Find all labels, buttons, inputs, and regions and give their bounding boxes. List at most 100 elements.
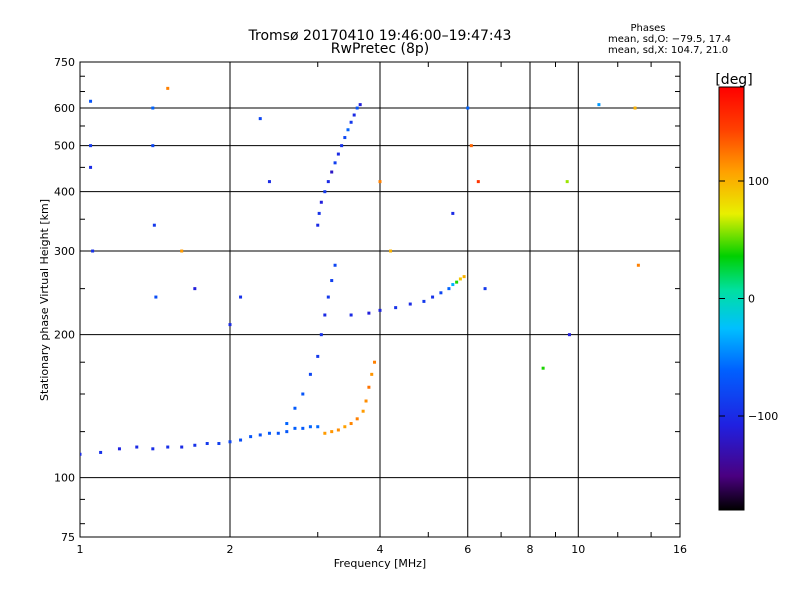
data-point <box>239 295 243 299</box>
data-point <box>151 447 155 451</box>
x-tick-label: 4 <box>377 543 384 556</box>
data-point <box>469 144 473 148</box>
data-point <box>373 360 377 364</box>
data-point <box>258 117 262 121</box>
data-point <box>308 425 312 429</box>
data-point <box>301 426 305 430</box>
y-tick-label: 100 <box>54 472 75 485</box>
data-point <box>319 333 323 337</box>
grid <box>80 62 680 537</box>
data-point <box>276 431 280 435</box>
x-axis-label: Frequency [MHz] <box>334 557 426 570</box>
data-point <box>439 291 443 295</box>
data-point <box>340 144 344 148</box>
data-point <box>91 249 95 253</box>
data-point <box>239 438 243 442</box>
data-point <box>330 430 334 434</box>
data-point <box>326 295 330 299</box>
y-tick-labels: 75 100 200 300 400 500 600 750 <box>54 56 75 544</box>
data-point <box>319 200 323 204</box>
data-point <box>565 180 569 184</box>
data-point <box>361 409 365 413</box>
data-point <box>285 422 289 426</box>
data-point <box>166 445 170 449</box>
data-point <box>389 249 393 253</box>
colorbar-ticks: 100 0 −100 <box>719 175 778 423</box>
colorbar-tick-label: −100 <box>748 410 778 423</box>
colorbar-tick-label: 100 <box>748 175 769 188</box>
data-point <box>317 211 321 215</box>
data-point <box>89 144 93 148</box>
data-point <box>378 180 382 184</box>
data-point <box>355 417 359 421</box>
data-point <box>316 223 320 227</box>
colorbar-label: [deg] <box>715 72 752 88</box>
data-point <box>349 120 353 124</box>
data-point <box>451 211 455 215</box>
data-point <box>89 165 93 169</box>
data-point <box>323 431 327 435</box>
y-tick-label: 750 <box>54 56 75 69</box>
data-point <box>217 442 221 446</box>
data-point <box>293 426 297 430</box>
data-point <box>343 425 347 429</box>
data-point <box>462 275 466 279</box>
data-point <box>408 302 412 306</box>
data-point <box>80 452 82 456</box>
data-point <box>117 447 121 451</box>
data-point <box>330 279 334 283</box>
data-point <box>378 308 382 312</box>
data-point <box>636 263 640 267</box>
data-point <box>285 430 289 434</box>
data-point <box>330 170 334 174</box>
data-point <box>333 263 337 267</box>
data-point <box>431 295 435 299</box>
data-point <box>458 277 462 281</box>
data-point <box>349 313 353 317</box>
data-point <box>567 333 571 337</box>
data-point <box>358 103 362 107</box>
colorbar-tick-label: 0 <box>748 293 755 306</box>
data-point <box>333 161 337 165</box>
data-point <box>249 435 253 439</box>
data-point <box>258 433 262 437</box>
data-point <box>367 385 371 389</box>
chart-subtitle: RwPretec (8p) <box>331 41 429 57</box>
data-point <box>451 283 455 287</box>
data-point <box>352 113 356 117</box>
data-point <box>476 180 480 184</box>
data-point <box>228 440 232 444</box>
data-point <box>466 106 470 110</box>
data-point <box>326 180 330 184</box>
data-point <box>483 287 487 291</box>
data-point <box>151 106 155 110</box>
data-point <box>447 287 451 291</box>
x-tick-label: 6 <box>464 543 471 556</box>
y-tick-label: 75 <box>61 531 75 544</box>
x-tick-label: 16 <box>673 543 687 556</box>
y-tick-label: 500 <box>54 140 75 153</box>
data-point <box>293 406 297 410</box>
phase-stats-heading: Phases <box>630 23 665 34</box>
data-point <box>370 372 374 376</box>
data-point <box>364 399 368 403</box>
chart-title: Tromsø 20170410 19:46:00–19:47:43 <box>248 28 512 44</box>
data-point <box>346 128 350 132</box>
minor-ticks <box>80 62 680 537</box>
data-point <box>193 287 197 291</box>
data-points <box>80 86 640 456</box>
data-point <box>343 136 347 140</box>
data-point <box>422 299 426 303</box>
data-point <box>99 450 103 454</box>
data-point <box>349 422 353 426</box>
x-tick-label: 10 <box>571 543 585 556</box>
data-point <box>336 152 340 156</box>
x-tick-labels: 1 2 4 6 8 10 16 <box>77 543 688 556</box>
data-point <box>355 106 359 110</box>
data-point <box>267 180 271 184</box>
data-point <box>151 144 155 148</box>
y-tick-label: 600 <box>54 102 75 115</box>
data-point <box>541 366 545 370</box>
data-point <box>180 249 184 253</box>
